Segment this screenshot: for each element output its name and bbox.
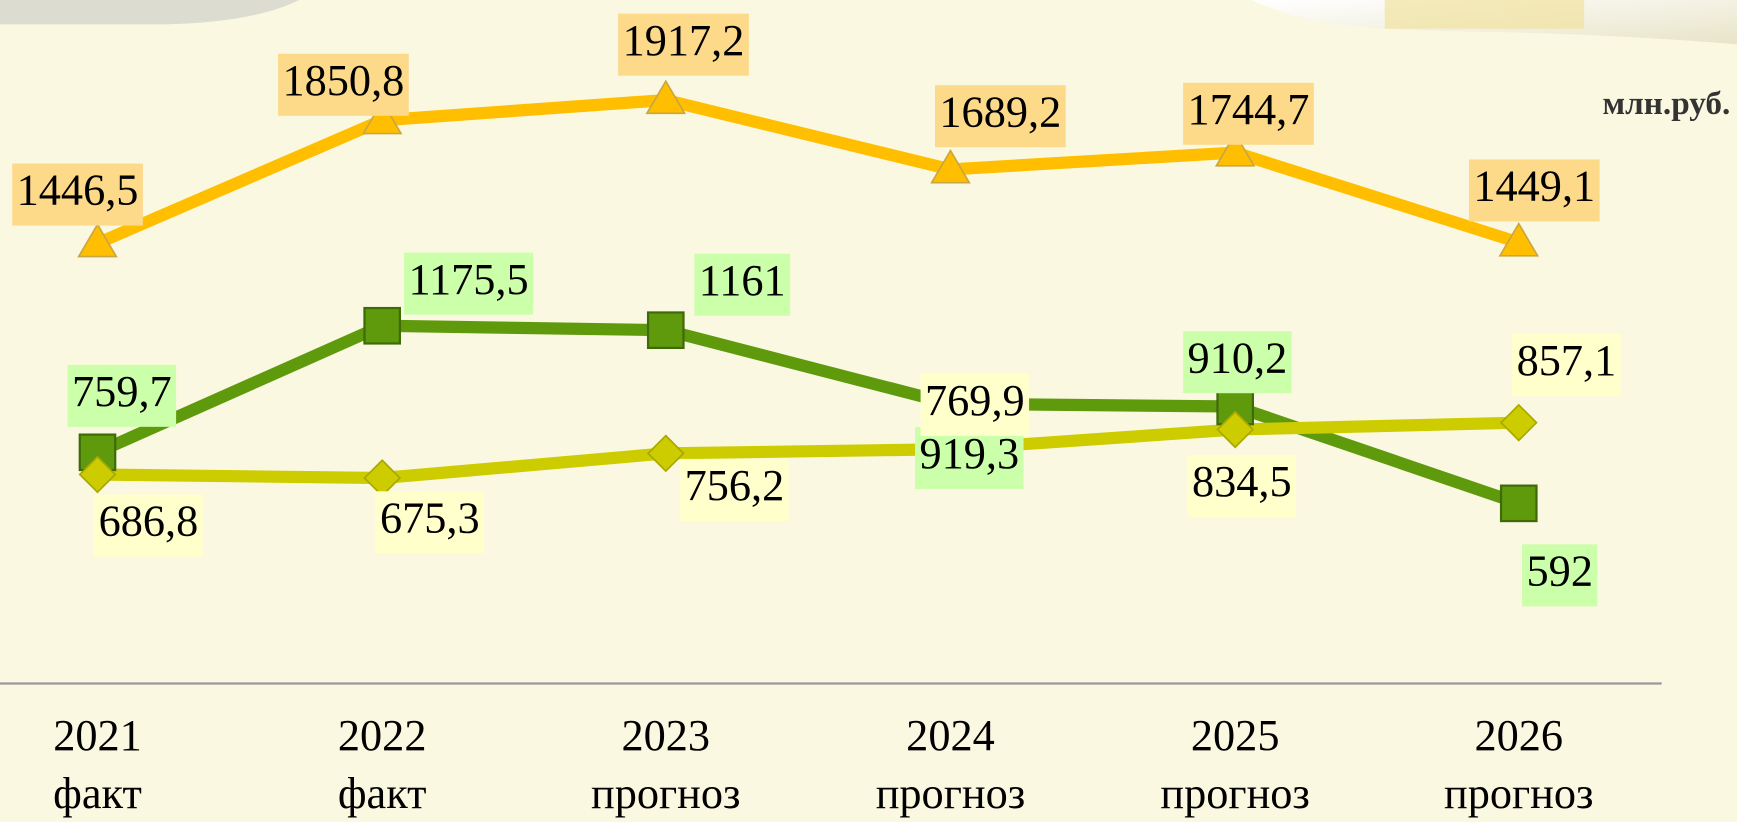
data-label: 857,1 [1517,336,1617,385]
data-label: 592 [1527,547,1593,596]
series-line [97,416,1519,485]
data-label-bg [1512,334,1621,397]
data-label: 1161 [699,256,786,305]
data-label-bg [94,494,203,557]
marker [77,222,118,258]
data-label-bg [680,458,789,521]
marker [1499,403,1538,442]
data-label: 910,2 [1188,333,1288,382]
x-tick-label: 2026 [1474,711,1563,760]
x-tick-label: 2025 [1191,711,1280,760]
data-label: 1446,5 [17,166,139,215]
data-label: 1917,2 [623,16,745,65]
data-label-bg [1187,455,1297,518]
data-label: 1449,1 [1473,162,1595,211]
data-label-bg [1522,544,1598,607]
x-tick-label: прогноз [1444,769,1594,818]
data-label-bg [12,163,143,226]
marker [361,99,403,135]
data-label-bg [375,491,485,554]
marker [363,306,402,345]
data-label-bg [1183,331,1292,394]
data-label-bg [1183,82,1314,145]
data-label: 759,7 [72,367,172,416]
x-tick-label: прогноз [591,769,741,818]
marker [645,79,687,115]
data-label: 1850,8 [282,56,404,105]
data-label: 756,2 [685,461,785,510]
data-label-bg [618,13,749,76]
units-label: млн.руб. [1603,85,1731,122]
data-label-bg [694,253,791,316]
data-label-bg [67,364,177,427]
marker [1498,222,1540,257]
data-label: 686,8 [99,497,199,546]
data-label-bg [1468,159,1600,222]
data-label: 769,9 [925,376,1025,425]
data-label: 675,3 [380,493,480,542]
decoration [0,0,300,25]
marker [1499,484,1538,523]
x-tick-label: прогноз [876,769,1026,818]
data-label-bg [278,53,409,116]
marker [78,455,117,494]
x-tick-label: 2022 [338,711,427,760]
x-tick-label: факт [53,769,142,818]
data-label: 1175,5 [408,255,528,304]
marker [930,148,971,184]
data-label: 919,3 [919,429,1019,478]
x-tick-label: 2021 [53,711,142,760]
series-line [95,93,1521,249]
data-label: 834,5 [1192,457,1292,506]
data-label-bg [934,85,1066,148]
data-label: 1744,7 [1188,85,1310,134]
decoration [1384,0,1585,29]
x-tick-label: 2024 [906,711,995,760]
x-tick-label: 2023 [621,711,710,760]
data-label-bg [404,252,534,315]
marker [646,434,685,473]
data-label-bg [915,426,1024,490]
marker [1216,410,1255,449]
marker [646,311,685,350]
data-label-bg [920,373,1030,436]
data-label: 1689,2 [939,87,1061,136]
x-tick-label: прогноз [1160,769,1310,818]
x-tick-label: факт [338,769,427,818]
marker [1214,132,1256,167]
marker [363,459,402,497]
